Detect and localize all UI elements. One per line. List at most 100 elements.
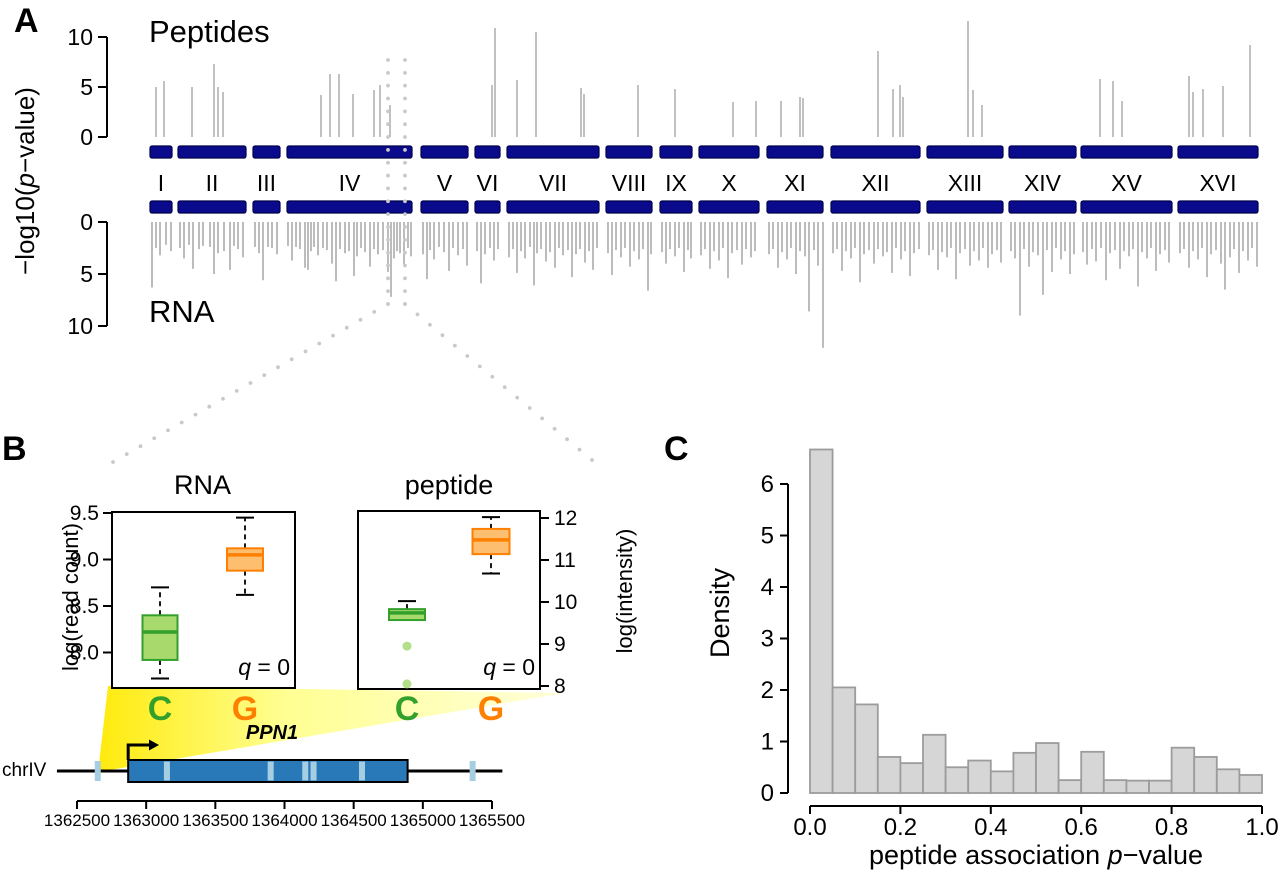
zoom-funnel-dot: [415, 312, 420, 317]
chromosome-label: V: [437, 170, 453, 196]
peptides-track-title: Peptides: [149, 14, 270, 49]
panel-label-c: C: [664, 430, 689, 468]
chromosome-bar: [1008, 145, 1077, 159]
zoom-funnel-dot: [428, 322, 432, 327]
zoom-funnel-dot: [358, 317, 363, 322]
chromosome-bar: [474, 145, 501, 159]
boxplot-tick-label: 8: [554, 675, 566, 698]
zoom-funnel-dot: [540, 416, 545, 421]
chromosome-bar: [659, 145, 693, 159]
chromosome-label: XV: [1111, 170, 1142, 196]
chromosome-label: XIII: [948, 170, 983, 196]
zoom-funnel-dot: [403, 237, 407, 242]
histogram-bar: [1125, 779, 1150, 794]
zoom-funnel-dot: [221, 396, 225, 401]
read-count-axis-label: log(read count): [58, 523, 83, 671]
chromosome-bar: [149, 200, 173, 214]
top-axis-tick-label: 5: [80, 74, 93, 100]
zoom-funnel-dot: [234, 389, 239, 393]
histogram-bar: [1193, 756, 1218, 794]
zoom-funnel-dot: [515, 395, 520, 400]
zoom-funnel-dot: [403, 58, 407, 62]
chromosome-bar: [698, 145, 760, 159]
chromosome-bar: [252, 145, 281, 159]
histogram-bar: [967, 759, 992, 794]
zoom-funnel-dot: [386, 212, 390, 217]
chromosome-label: XII: [861, 170, 889, 196]
chromosome-bar: [659, 200, 693, 214]
hist-x-tick-label: 0.4: [974, 814, 1007, 841]
zoom-funnel-dot: [248, 381, 253, 385]
histogram-bar: [899, 762, 924, 794]
histogram-bar: [1102, 779, 1128, 794]
chromosome-bar: [1177, 200, 1259, 214]
zoom-funnel-dot: [386, 199, 390, 204]
chromosome-bar: [1008, 200, 1077, 214]
snp-marker: [469, 761, 476, 781]
hist-x-tick-label: 1.0: [1245, 814, 1278, 841]
zoom-funnel-dot: [386, 96, 390, 101]
zoom-funnel-dot: [207, 404, 212, 409]
hist-y-tick-label: 4: [761, 574, 774, 601]
histogram-bar: [1057, 779, 1083, 794]
hist-y-tick-label: 6: [761, 471, 774, 498]
chromosome-bar: [149, 145, 173, 159]
zoom-funnel-dot: [403, 302, 407, 306]
zoom-funnel-dot: [403, 199, 407, 204]
boxplot-tick-label: 9: [554, 633, 566, 656]
chromosome-label: IV: [339, 170, 361, 196]
zoom-funnel-dot: [577, 447, 582, 452]
intensity-axis-label: log(intensity): [612, 528, 637, 654]
allele-g-label-rna: G: [231, 690, 259, 728]
zoom-funnel-dot: [386, 225, 390, 229]
chromosome-bar: [766, 145, 824, 159]
chromosome-iv-label: chrIV: [2, 760, 47, 781]
zoom-funnel-dot: [386, 122, 390, 127]
chromosome-bar: [605, 200, 653, 214]
zoom-funnel-dot: [124, 452, 129, 456]
zoom-funnel-dot: [386, 289, 390, 294]
zoom-funnel-dot: [490, 374, 495, 379]
snp-marker: [358, 761, 365, 781]
zoom-funnel-dot: [289, 357, 294, 362]
coordinate-tick-label: 1363000: [113, 811, 179, 830]
zoom-funnel-dot: [386, 160, 390, 165]
coordinate-tick-label: 1363500: [182, 811, 248, 830]
chromosome-bar: [1080, 200, 1173, 214]
zoom-funnel-dot: [565, 437, 569, 442]
zoom-funnel-dot: [166, 428, 170, 433]
zoom-funnel-dot: [403, 109, 407, 114]
zoom-funnel-dot: [403, 147, 407, 152]
boxplot-tick-label: 8.5: [70, 595, 99, 618]
chromosome-bar: [926, 200, 1004, 214]
chromosome-label: IX: [665, 170, 687, 196]
histogram-bar: [1012, 751, 1037, 794]
hist-y-tick-label: 5: [761, 523, 774, 550]
zoom-funnel-dot: [179, 420, 184, 425]
zoom-funnel-dot: [386, 83, 390, 88]
zoom-funnel-dot: [403, 83, 407, 88]
bottom-axis-tick-label: 0: [80, 209, 93, 235]
chromosome-bar: [286, 145, 413, 159]
zoom-funnel-dot: [331, 333, 335, 338]
zoom-funnel-dot: [152, 436, 157, 441]
histogram-bar: [1215, 768, 1241, 794]
zoom-funnel-dot: [403, 122, 407, 127]
rna-boxplot-title: RNA: [173, 470, 231, 500]
snp-marker: [267, 761, 274, 781]
histogram-bar: [922, 733, 947, 794]
boxplot-tick-label: 10: [554, 591, 577, 614]
box-c: [141, 614, 179, 661]
coordinate-tick-label: 1362500: [44, 811, 110, 830]
zoom-funnel-dot: [502, 385, 507, 390]
box-g: [226, 547, 264, 572]
zoom-funnel-dot: [111, 460, 115, 464]
panelA-y-axis-label: −log10(p−value): [10, 87, 40, 275]
zoom-funnel-dot: [440, 333, 445, 338]
bottom-axis-tick-label: 5: [80, 261, 93, 287]
chromosome-label: III: [257, 170, 276, 196]
allele-c-label-peptide: C: [394, 690, 420, 728]
zoom-funnel-dot: [403, 263, 407, 268]
